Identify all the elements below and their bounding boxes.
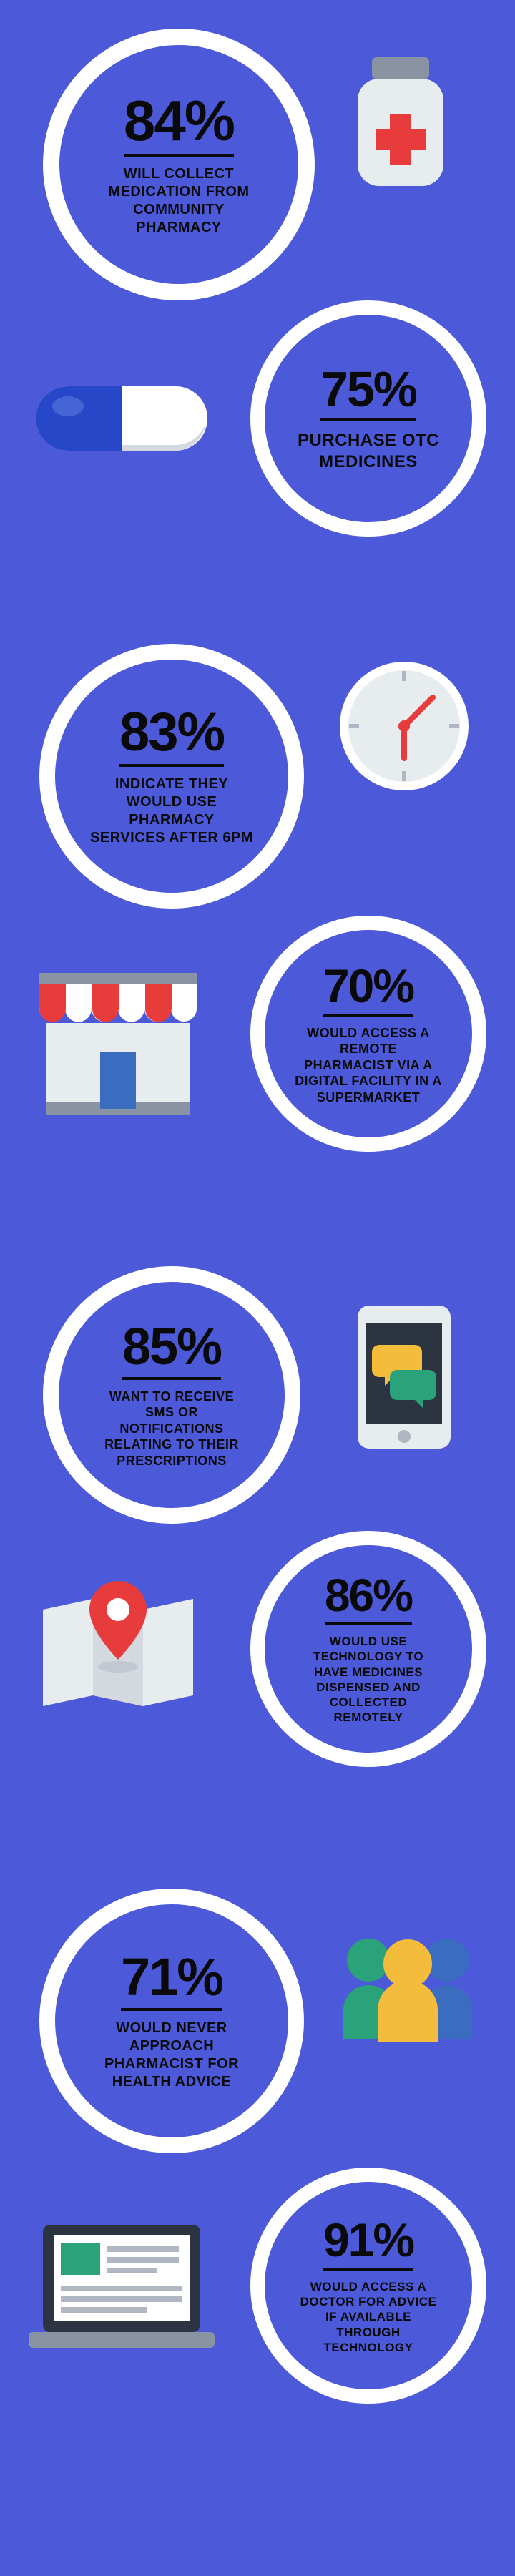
stat-pct: 91% bbox=[323, 2216, 413, 2271]
medicine-bottle-icon bbox=[343, 57, 458, 193]
stat-circle: 86% WOULD USE TECHNOLOGY TO HAVE MEDICIN… bbox=[250, 1531, 486, 1767]
stat-pct: 70% bbox=[323, 962, 413, 1017]
pill-icon bbox=[29, 365, 215, 465]
stat-pct: 71% bbox=[121, 1951, 222, 2011]
stat-desc: WOULD ACCESS A REMOTE PHARMACIST VIA A D… bbox=[293, 1025, 443, 1106]
stat-desc: WILL COLLECT MEDICATION FROM COMMUNITY P… bbox=[93, 165, 265, 237]
shop-icon bbox=[29, 959, 207, 1123]
stat-circle: 84% WILL COLLECT MEDICATION FROM COMMUNI… bbox=[43, 29, 315, 300]
stat-desc: WOULD NEVER APPROACH PHARMACIST FOR HEAL… bbox=[89, 2019, 254, 2091]
stat-circle: 85% WANT TO RECEIVE SMS OR NOTIFICATIONS… bbox=[43, 1266, 300, 1524]
stat-desc: WOULD ACCESS A DOCTOR FOR ADVICE IF AVAI… bbox=[293, 2279, 443, 2355]
stat-desc: INDICATE THEY WOULD USE PHARMACY SERVICE… bbox=[89, 775, 254, 847]
stat-pct: 84% bbox=[124, 92, 234, 157]
stat-desc: WOULD USE TECHNOLOGY TO HAVE MEDICINES D… bbox=[297, 1634, 440, 1725]
clock-icon bbox=[336, 658, 472, 794]
stat-desc: WANT TO RECEIVE SMS OR NOTIFICATIONS REL… bbox=[93, 1389, 250, 1469]
stat-pct: 75% bbox=[320, 364, 416, 421]
stat-pct: 86% bbox=[325, 1572, 412, 1625]
phone-sms-icon bbox=[350, 1302, 458, 1452]
stat-pct: 85% bbox=[122, 1321, 221, 1380]
infographic-canvas: 84% WILL COLLECT MEDICATION FROM COMMUNI… bbox=[0, 29, 515, 2461]
stat-circle: 71% WOULD NEVER APPROACH PHARMACIST FOR … bbox=[39, 1889, 304, 2153]
laptop-icon bbox=[21, 2218, 222, 2361]
people-icon bbox=[329, 1924, 486, 2046]
stat-circle: 75% PURCHASE OTC MEDICINES bbox=[250, 300, 486, 537]
map-pin-icon bbox=[36, 1559, 200, 1717]
stat-pct: 83% bbox=[119, 705, 224, 767]
stat-circle: 70% WOULD ACCESS A REMOTE PHARMACIST VIA… bbox=[250, 916, 486, 1152]
stat-circle: 91% WOULD ACCESS A DOCTOR FOR ADVICE IF … bbox=[250, 2168, 486, 2404]
stat-circle: 83% INDICATE THEY WOULD USE PHARMACY SER… bbox=[39, 644, 304, 909]
stat-desc: PURCHASE OTC MEDICINES bbox=[297, 430, 440, 473]
